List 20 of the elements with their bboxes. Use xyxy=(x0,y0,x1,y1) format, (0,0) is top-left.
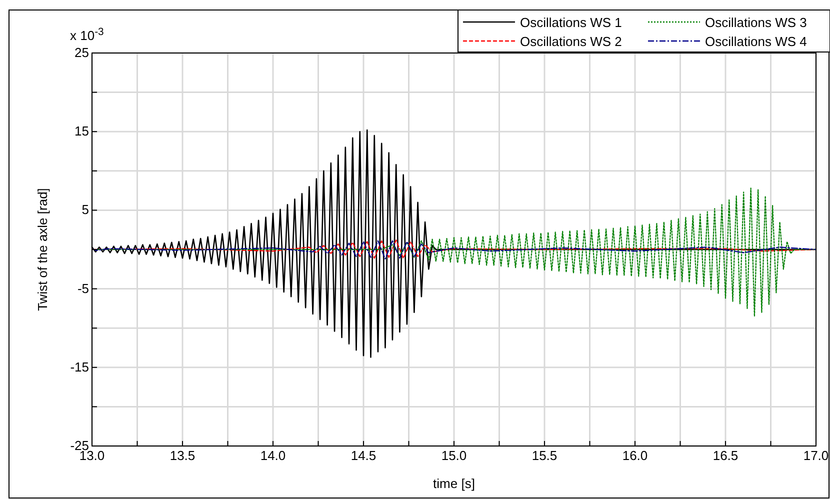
y-tick-label: 5 xyxy=(82,202,89,218)
x-tick-label: 16.0 xyxy=(622,448,648,463)
x-tick-label: 14.0 xyxy=(260,448,286,463)
legend-label: Oscillations WS 4 xyxy=(705,34,807,49)
y-tick-label: 25 xyxy=(74,45,89,60)
x-tick-label: 16.5 xyxy=(712,448,738,463)
x-axis-title: time [s] xyxy=(433,476,475,491)
y-tick-label: 15 xyxy=(74,124,89,139)
y-tick-label: -15 xyxy=(70,359,89,374)
y-axis-title: Twist of the axle [rad] xyxy=(35,188,50,311)
y-tick-label: -5 xyxy=(77,280,89,296)
x-tick-label: 13.5 xyxy=(170,448,196,463)
legend-label: Oscillations WS 1 xyxy=(520,15,622,30)
x-tick-label: 15.5 xyxy=(532,448,558,463)
x-tick-label: 17.0 xyxy=(803,448,829,463)
text: x 10$^{-3}$ xyxy=(70,26,104,43)
legend-label: Oscillations WS 2 xyxy=(520,34,622,49)
x-tick-label: 14.5 xyxy=(350,448,376,463)
x-tick-label: 15.0 xyxy=(441,448,467,463)
legend-label: Oscillations WS 3 xyxy=(705,15,807,30)
